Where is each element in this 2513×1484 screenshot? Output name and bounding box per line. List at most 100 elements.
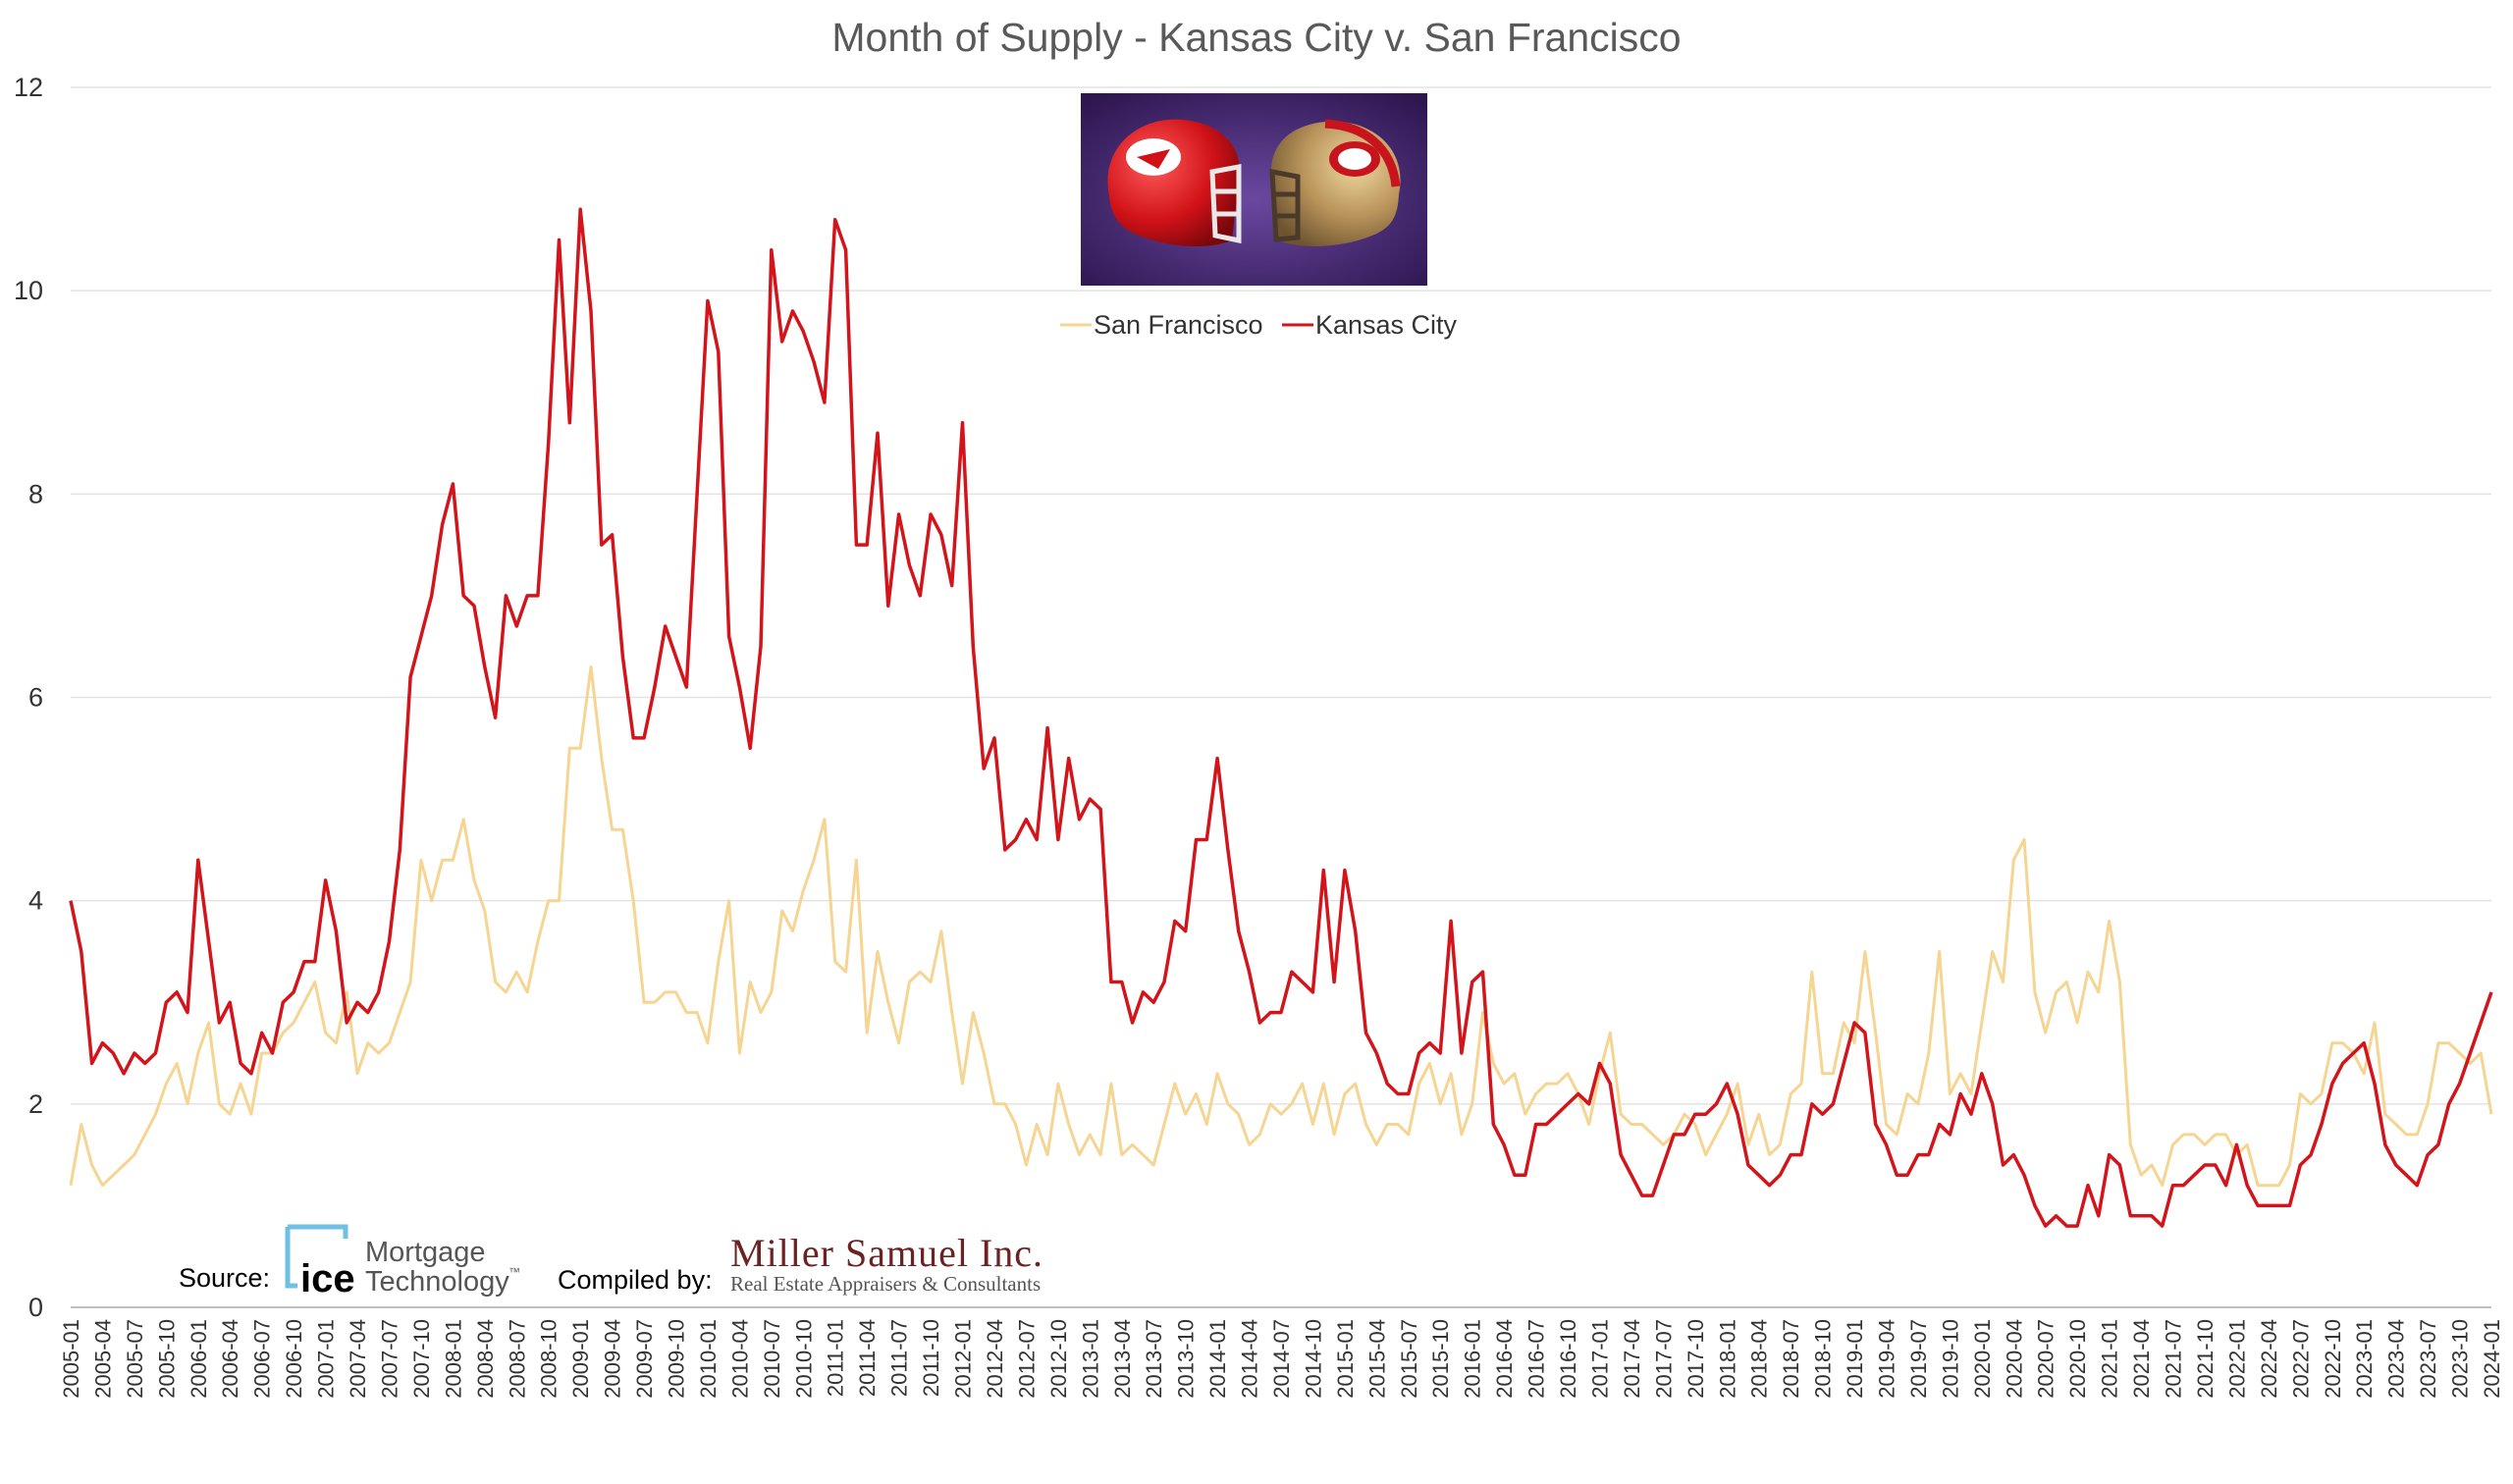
gridlines (71, 86, 2491, 1308)
y-tick-label: 10 (14, 276, 43, 305)
x-tick-label: 2011-10 (919, 1319, 943, 1397)
x-tick-label: 2022-07 (2288, 1319, 2313, 1399)
x-tick-label: 2014-04 (1238, 1319, 1262, 1399)
source-credit: Source: ice Mortgage Technology ™ (179, 1224, 520, 1300)
x-tick-label: 2019-01 (1843, 1319, 1867, 1399)
football-helmets-image (1081, 93, 1427, 286)
x-tick-label: 2007-04 (346, 1319, 370, 1399)
x-tick-label: 2020-01 (1970, 1319, 1995, 1399)
x-tick-label: 2006-07 (250, 1319, 275, 1399)
x-tick-label: 2005-04 (90, 1319, 115, 1399)
x-tick-label: 2008-01 (441, 1319, 465, 1399)
x-tick-label: 2017-01 (1587, 1319, 1612, 1399)
x-tick-label: 2023-10 (2448, 1319, 2473, 1399)
x-tick-label: 2018-04 (1747, 1319, 1772, 1399)
series-line-kansas-city (69, 207, 2493, 1228)
ice-logo-icon (285, 1227, 297, 1289)
x-axis-tick-labels: 2005-01 2005-04 2005-07 2005-10 2006-01 2006-… (59, 1319, 2504, 1399)
x-tick-label: 2019-04 (1875, 1319, 1899, 1399)
x-tick-label: 2012-04 (983, 1319, 1007, 1399)
x-tick-label: 2012-10 (1046, 1319, 1071, 1399)
x-tick-label: 2009-07 (632, 1319, 657, 1399)
y-tick-label: 0 (28, 1293, 43, 1322)
x-tick-label: 2009-04 (601, 1319, 625, 1399)
x-tick-label: 2005-10 (154, 1319, 179, 1399)
x-tick-label: 2015-07 (1397, 1319, 1421, 1399)
x-tick-label: 2013-04 (1110, 1319, 1135, 1399)
x-tick-label: 2021-04 (2129, 1319, 2154, 1399)
red-helmet-icon (1107, 119, 1242, 247)
gold-helmet-icon (1269, 119, 1401, 247)
x-tick-label: 2015-04 (1364, 1319, 1389, 1399)
y-tick-label: 6 (28, 683, 43, 713)
ice-logo-text: ice (300, 1257, 355, 1300)
x-tick-label: 2013-01 (1078, 1319, 1102, 1399)
x-tick-label: 2020-10 (2065, 1319, 2090, 1399)
x-tick-label: 2007-10 (409, 1319, 434, 1399)
x-tick-label: 2021-10 (2193, 1319, 2218, 1399)
legend-label-kansas-city: Kansas City (1315, 310, 1458, 340)
x-tick-label: 2008-10 (537, 1319, 561, 1399)
trademark-mark: ™ (508, 1265, 520, 1279)
x-tick-label: 2022-10 (2321, 1319, 2345, 1399)
x-tick-label: 2008-04 (473, 1319, 498, 1399)
x-tick-label: 2019-10 (1938, 1319, 1962, 1399)
x-tick-label: 2017-04 (1620, 1319, 1644, 1399)
x-tick-label: 2010-10 (791, 1319, 816, 1399)
x-tick-label: 2011-07 (887, 1319, 912, 1397)
x-tick-label: 2006-01 (187, 1319, 211, 1399)
compiler-tagline: Real Estate Appraisers & Consultants (730, 1272, 1041, 1296)
x-tick-label: 2019-07 (1906, 1319, 1931, 1399)
chart-title: Month of Supply - Kansas City v. San Fra… (831, 15, 1681, 60)
x-tick-label: 2014-10 (1301, 1319, 1325, 1399)
x-tick-label: 2013-10 (1174, 1319, 1199, 1399)
x-tick-label: 2017-10 (1684, 1319, 1708, 1399)
x-tick-label: 2012-01 (951, 1319, 976, 1399)
legend-label-san-francisco: San Francisco (1094, 310, 1263, 340)
y-tick-label: 12 (14, 73, 43, 102)
x-tick-label: 2016-01 (1461, 1319, 1485, 1399)
x-tick-label: 2009-10 (665, 1319, 689, 1399)
compiled-label: Compiled by: (558, 1265, 713, 1295)
x-tick-label: 2014-07 (1269, 1319, 1294, 1399)
series-lines (69, 207, 2493, 1228)
x-tick-label: 2014-01 (1205, 1319, 1230, 1399)
x-tick-label: 2006-04 (218, 1319, 242, 1399)
source-label: Source: (179, 1263, 270, 1293)
x-tick-label: 2011-01 (824, 1319, 848, 1397)
y-tick-label: 4 (28, 886, 43, 916)
x-tick-label: 2018-07 (1779, 1319, 1803, 1399)
compiled-by-credit: Compiled by: Miller Samuel Inc. Real Est… (558, 1231, 1043, 1296)
x-tick-label: 2011-04 (855, 1319, 880, 1397)
x-tick-label: 2018-10 (1811, 1319, 1836, 1399)
x-tick-label: 2021-07 (2162, 1319, 2186, 1399)
x-tick-label: 2007-07 (377, 1319, 401, 1399)
x-tick-label: 2020-04 (2002, 1319, 2026, 1399)
x-tick-label: 2015-01 (1333, 1319, 1358, 1399)
series-line-san-francisco (69, 664, 2493, 1188)
x-tick-label: 2020-07 (2034, 1319, 2059, 1399)
x-tick-label: 2007-01 (314, 1319, 339, 1399)
x-tick-label: 2016-04 (1492, 1319, 1517, 1399)
x-tick-label: 2010-01 (696, 1319, 721, 1399)
x-tick-label: 2005-07 (123, 1319, 147, 1399)
y-axis-tick-labels: 0 2 4 6 8 10 12 (14, 73, 43, 1322)
x-tick-label: 2015-10 (1428, 1319, 1453, 1399)
x-tick-label: 2006-10 (282, 1319, 306, 1399)
x-tick-label: 2009-01 (568, 1319, 593, 1399)
x-tick-label: 2016-07 (1524, 1319, 1549, 1399)
x-tick-label: 2008-07 (505, 1319, 529, 1399)
legend: San Francisco Kansas City (1060, 310, 1458, 340)
x-tick-label: 2018-01 (1715, 1319, 1739, 1399)
source-brand-line1: Mortgage (365, 1237, 486, 1268)
x-tick-label: 2010-07 (760, 1319, 784, 1399)
x-tick-label: 2005-01 (59, 1319, 83, 1399)
y-tick-label: 2 (28, 1089, 43, 1119)
x-tick-label: 2022-04 (2257, 1319, 2281, 1399)
x-tick-label: 2022-01 (2224, 1319, 2249, 1399)
source-brand-line2: Technology (365, 1266, 509, 1298)
x-tick-label: 2024-01 (2480, 1319, 2504, 1399)
x-tick-label: 2023-04 (2384, 1319, 2409, 1399)
